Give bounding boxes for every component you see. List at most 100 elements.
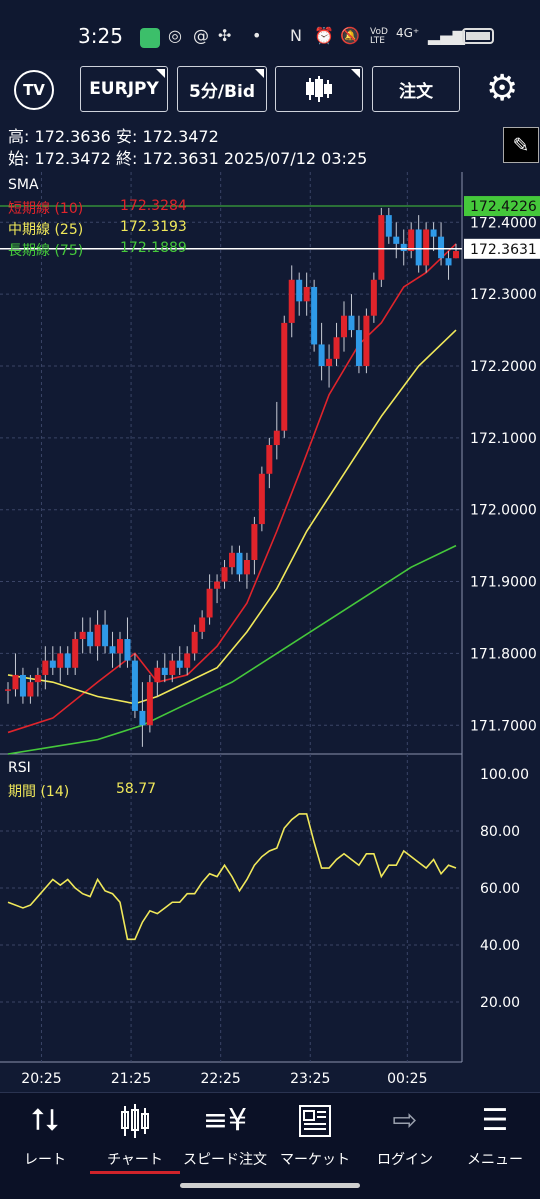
chart-type-button[interactable] [275,66,363,112]
candle-body [199,617,206,632]
signal-icon: ▂▄▆ [428,26,465,45]
candle-body [326,358,333,366]
symbol-button[interactable]: EURJPY [80,66,168,112]
candle-body [311,286,318,345]
speed-order-icon: ≡¥ [202,1103,248,1138]
nfc-icon: N [290,26,302,45]
candle-body [72,639,79,668]
price-tick-label: 172.1000 [470,431,537,447]
sma-line-0 [7,243,457,734]
x-tick-label: 20:25 [21,1071,61,1087]
open-value: 172.3472 [34,149,111,168]
network-label: 4G⁺ [396,26,420,40]
home-indicator[interactable] [180,1183,360,1188]
top-price-tag-label: 172.4226 [470,199,537,215]
candle-body [333,337,340,359]
candle-body [281,322,288,431]
nav-chart[interactable]: チャート [90,1093,180,1173]
sma-long-value: 172.1889 [120,240,187,256]
nav-menu[interactable]: ☰ メニュー [450,1093,540,1173]
menu-icon: ☰ [481,1103,509,1138]
sma-mid-label: 中期線 (25) [8,222,84,238]
candle-body [415,229,422,266]
nav-login-label: ログイン [377,1152,433,1168]
candle-body [124,639,131,661]
dropdown-corner-icon [156,69,165,78]
candle-body [370,279,377,316]
login-icon: ⇨ [392,1103,418,1138]
battery-icon [462,28,494,44]
low-label: 安: [115,127,138,146]
order-button[interactable]: 注文 [372,66,460,112]
candle-body [453,251,459,259]
price-tick-label: 171.7000 [470,718,537,734]
candle-body [243,560,250,575]
candlestick-icon [306,76,332,102]
nav-market-label: マーケット [280,1152,350,1168]
status-bar: 3:25 ◎ @ ✣ • N ⏰ 🔕 VoD LTE 4G⁺ ▂▄▆ [0,0,540,60]
rsi-tick-label: 40.00 [480,938,520,954]
candle-body [139,710,146,726]
nav-market[interactable]: マーケット [270,1093,360,1173]
candle-body [184,653,191,668]
rsi-tick-label: 80.00 [480,824,520,840]
candle-body [87,631,94,647]
open-label: 始: [8,149,30,168]
candle-body [438,236,445,259]
x-tick-label: 23:25 [290,1071,330,1087]
threads-icon: @ [193,26,209,45]
candle-body [12,674,19,690]
interval-label: 5分/Bid [189,81,255,102]
candle-body [19,674,26,697]
sma-long-label: 長期線 (75) [8,243,84,259]
rsi-value: 58.77 [116,781,157,797]
nav-login[interactable]: ⇨ ログイン [360,1093,450,1173]
close-value: 172.3631 [142,149,219,168]
price-tick-label: 172.4000 [470,215,537,231]
candle-body [79,631,86,640]
candle-body [169,660,176,675]
candle-body [161,667,168,675]
sma-short-label: 短期線 (10) [8,201,84,217]
settings-gear-icon[interactable]: ⚙ [486,68,519,109]
candle-body [445,258,452,266]
candle-body [64,653,71,668]
candle-body [273,430,280,446]
rate-arrows-icon: ⭡⭣ [30,1103,60,1138]
low-value: 172.3472 [142,127,219,146]
newspaper-icon [297,1103,333,1143]
candle-body [318,344,325,366]
rsi-title: RSI [8,760,31,776]
sma-mid-value: 172.3193 [120,219,187,235]
candle-body [408,229,415,252]
candle-body [400,243,407,252]
dropdown-corner-icon [255,69,264,78]
candle-body [131,660,138,711]
x-tick-label: 22:25 [200,1071,240,1087]
chart-candles-icon [118,1103,152,1143]
candle-body [109,646,116,654]
rsi-period-label: 期間 (14) [8,784,70,800]
candle-body [348,315,355,331]
nav-speed-order[interactable]: ≡¥ スピード注文 [180,1093,270,1173]
pencil-draw-icon[interactable]: ✎ [503,127,539,163]
tradingview-logo[interactable]: TV [14,70,54,110]
price-chart[interactable]: 20:25 21:25 22:25 23:25 00:25 172.4000 172.300… [0,172,540,1092]
bar-datetime: 2025/07/12 03:25 [223,149,368,168]
candle-body [341,315,347,338]
candle-body [258,473,265,525]
chart-toolbar: TV EURJPY 5分/Bid 注文 ⚙ [0,62,540,120]
current-price-tag [464,238,540,259]
chrome-icon: ◎ [168,26,182,45]
dot-icon: • [252,26,262,45]
nav-rate[interactable]: ⭡⭣ レート [0,1093,90,1173]
nav-menu-label: メニュー [467,1152,523,1168]
nav-chart-label: チャート [107,1152,163,1168]
ohlc-info: 高: 172.3636 安: 172.3472 始: 172.3472 終: 1… [8,126,367,170]
dropdown-corner-icon [351,69,360,78]
candle-body [214,581,221,589]
interval-button[interactable]: 5分/Bid [177,66,267,112]
symbol-label: EURJPY [89,79,159,99]
candle-body [49,660,56,668]
candle-body [423,229,430,266]
